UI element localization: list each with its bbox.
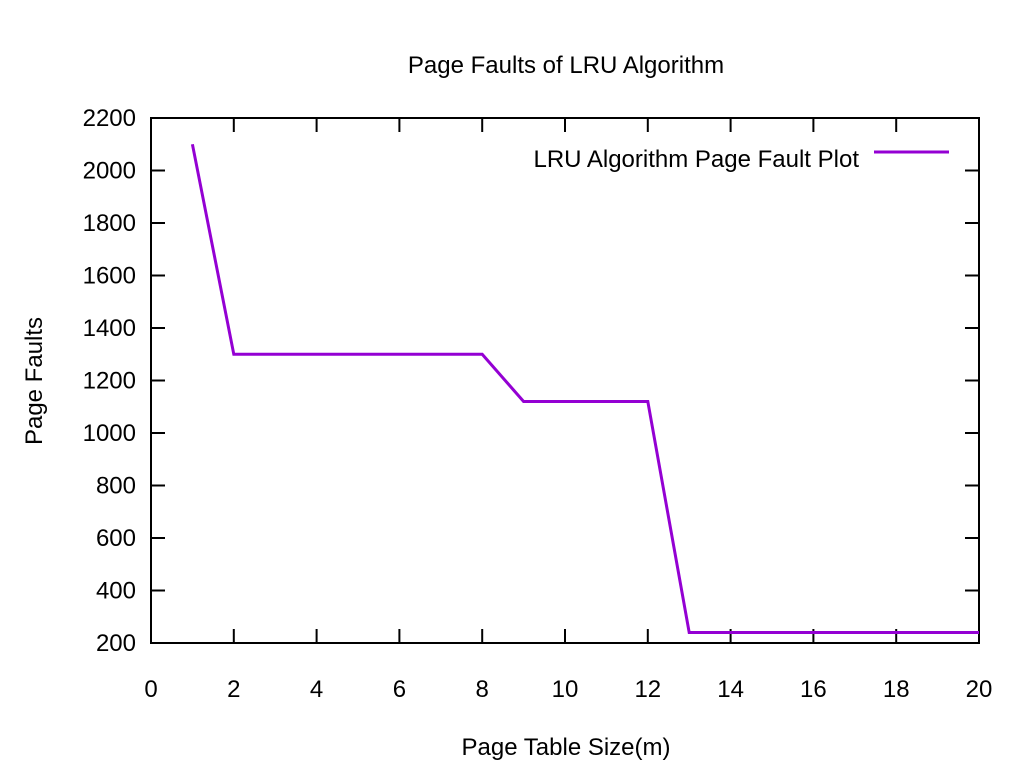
x-tick-label: 8 — [476, 676, 489, 703]
y-axis-label: Page Faults — [21, 317, 48, 445]
legend: LRU Algorithm Page Fault Plot — [534, 146, 949, 173]
x-tick-label: 20 — [966, 676, 993, 703]
x-tick-label: 6 — [393, 676, 406, 703]
y-tick-label: 2200 — [83, 105, 136, 132]
legend-label: LRU Algorithm Page Fault Plot — [534, 146, 860, 173]
y-tick-label: 600 — [96, 525, 136, 552]
y-tick-label: 1200 — [83, 368, 136, 395]
y-tick-label: 1600 — [83, 263, 136, 290]
axis-ticks — [150, 117, 980, 644]
x-tick-label: 16 — [800, 676, 827, 703]
x-tick-label: 2 — [227, 676, 240, 703]
y-tick-label: 800 — [96, 473, 136, 500]
series-line — [190, 143, 979, 634]
series-layer — [190, 143, 979, 634]
chart-title: Page Faults of LRU Algorithm — [408, 52, 724, 79]
x-tick-label: 4 — [310, 676, 323, 703]
y-tick-label: 400 — [96, 578, 136, 605]
x-tick-label: 12 — [634, 676, 661, 703]
plot-area-border — [150, 117, 980, 644]
x-tick-label: 0 — [144, 676, 157, 703]
x-tick-label: 10 — [552, 676, 579, 703]
x-axis-label: Page Table Size(m) — [462, 734, 671, 761]
y-tick-label: 200 — [96, 630, 136, 657]
y-tick-label: 1800 — [83, 210, 136, 237]
y-tick-label: 2000 — [83, 158, 136, 185]
y-tick-label: 1000 — [83, 420, 136, 447]
x-tick-label: 18 — [883, 676, 910, 703]
x-tick-label: 14 — [717, 676, 744, 703]
axis-tick-labels: 0 2 4 6 8 10 12 14 16 18 20 200 400 600 800 1000 1200 140… — [83, 105, 993, 703]
y-tick-label: 1400 — [83, 315, 136, 342]
